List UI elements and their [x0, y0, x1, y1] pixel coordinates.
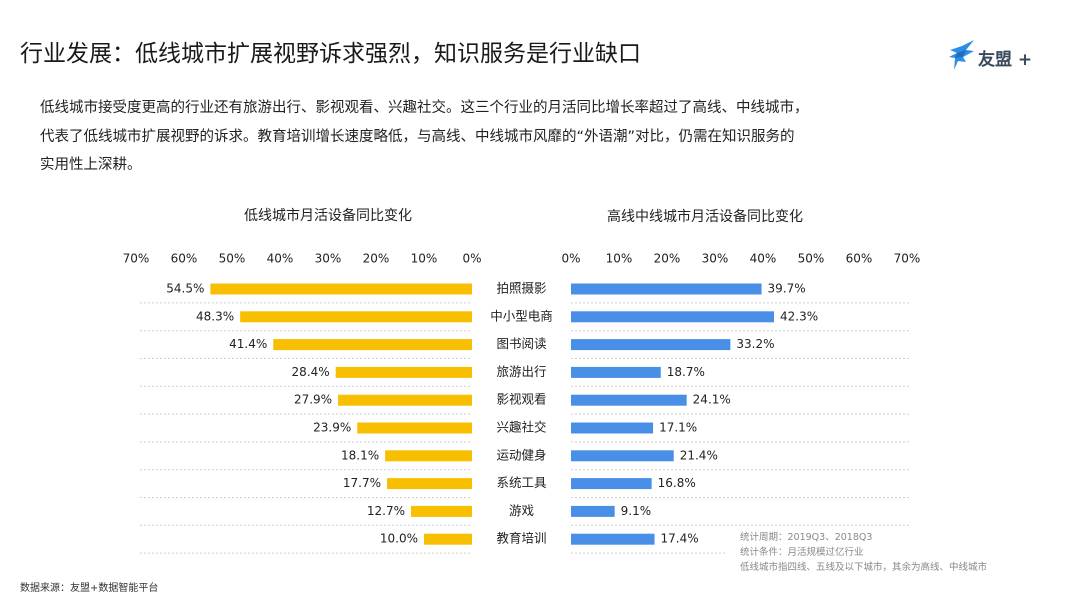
category-label: 兴趣社交 [496, 420, 546, 435]
right-bar [571, 478, 652, 490]
right-bar [571, 450, 674, 462]
left-axis-tick-label: 70% [123, 252, 150, 266]
right-bar [571, 366, 661, 378]
left-bar [357, 422, 472, 434]
left-axis-tick-label: 50% [219, 252, 246, 266]
right-bar [571, 505, 615, 517]
right-data-label: 17.4% [661, 532, 699, 546]
right-data-label: 21.4% [680, 448, 718, 462]
category-label: 教育培训 [496, 531, 546, 546]
intro-paragraph: 低线城市接受度更高的行业还有旅游出行、影视观看、兴趣社交。这三个行业的月活同比增… [40, 94, 1000, 180]
right-data-label: 39.7% [768, 282, 806, 296]
right-axis-tick-label: 50% [798, 252, 825, 266]
category-label: 中小型电商 [490, 308, 553, 323]
left-bar [338, 394, 472, 406]
left-chart-title: 低线城市月活设备同比变化 [244, 208, 412, 224]
left-bar [424, 533, 472, 545]
page-title: 行业发展：低线城市扩展视野诉求强烈，知识服务是行业缺口 [20, 41, 641, 67]
chart-notes: 统计周期：2019Q3、2018Q3 统计条件：月活规模过亿行业 低线城市指四线… [740, 530, 987, 575]
right-axis-tick-label: 60% [846, 252, 873, 266]
left-data-label: 41.4% [229, 337, 267, 351]
left-data-label: 18.1% [341, 448, 379, 462]
left-bar [240, 311, 472, 323]
left-data-label: 27.9% [294, 393, 332, 407]
left-data-label: 48.3% [196, 309, 234, 323]
left-axis-tick-label: 0% [462, 252, 481, 266]
right-data-label: 33.2% [736, 337, 774, 351]
right-axis-tick-label: 70% [894, 252, 921, 266]
left-data-label: 54.5% [166, 282, 204, 296]
left-axis-tick-label: 30% [315, 252, 342, 266]
intro-line: 低线城市接受度更高的行业还有旅游出行、影视观看、兴趣社交。这三个行业的月活同比增… [40, 100, 809, 116]
left-data-label: 17.7% [343, 476, 381, 490]
intro-line: 实用性上深耕。 [40, 157, 142, 173]
right-axis-tick-label: 20% [654, 252, 681, 266]
left-axis-tick-label: 40% [267, 252, 294, 266]
category-label: 旅游出行 [496, 364, 546, 379]
data-source: 数据来源：友盟+数据智能平台 [20, 583, 159, 594]
intro-line: 代表了低线城市扩展视野的诉求。教育培训增长速度略低，与高线、中线城市风靡的“外语… [40, 128, 795, 145]
left-data-label: 28.4% [292, 365, 330, 379]
right-data-label: 24.1% [693, 393, 731, 407]
left-data-label: 10.0% [380, 532, 418, 546]
category-label: 系统工具 [496, 475, 547, 490]
right-data-label: 9.1% [621, 504, 652, 518]
category-label: 运动健身 [496, 447, 546, 462]
left-bar [387, 478, 472, 490]
note-line: 统计周期：2019Q3、2018Q3 [740, 532, 873, 543]
brand-logo: 友盟 + [948, 40, 1048, 70]
left-data-label: 12.7% [367, 504, 405, 518]
note-line: 统计条件：月活规模过亿行业 [740, 547, 864, 558]
right-axis-tick-label: 10% [606, 252, 633, 266]
category-label: 拍照摄影 [496, 281, 547, 296]
left-bar [411, 505, 472, 517]
left-axis-tick-label: 10% [411, 252, 438, 266]
left-axis-tick-label: 20% [363, 252, 390, 266]
left-bar [335, 366, 472, 378]
note-line: 低线城市指四线、五线及以下城市，其余为高线、中线城市 [740, 562, 988, 573]
right-bar [571, 311, 775, 323]
right-bar [571, 394, 687, 406]
right-axis-tick-label: 40% [750, 252, 777, 266]
right-data-label: 18.7% [667, 365, 705, 379]
bird-logo-icon [949, 40, 974, 70]
left-bar [273, 339, 472, 351]
right-axis-tick-label: 30% [702, 252, 729, 266]
right-bar [571, 422, 654, 434]
left-bar [210, 283, 472, 295]
right-data-label: 16.8% [658, 476, 696, 490]
right-bar [571, 283, 762, 295]
right-bar [571, 339, 731, 351]
right-axis-tick-label: 0% [561, 252, 580, 266]
category-label: 影视观看 [496, 392, 546, 407]
right-chart-title: 高线中线城市月活设备同比变化 [607, 209, 803, 225]
right-data-label: 42.3% [780, 309, 818, 323]
left-bar [385, 450, 472, 462]
left-axis-tick-label: 60% [171, 252, 198, 266]
right-data-label: 17.1% [659, 421, 697, 435]
category-label: 图书阅读 [496, 336, 546, 351]
left-data-label: 23.9% [313, 421, 351, 435]
category-label: 游戏 [509, 503, 534, 518]
logo-text: 友盟 + [978, 50, 1033, 70]
right-bar [571, 533, 655, 545]
